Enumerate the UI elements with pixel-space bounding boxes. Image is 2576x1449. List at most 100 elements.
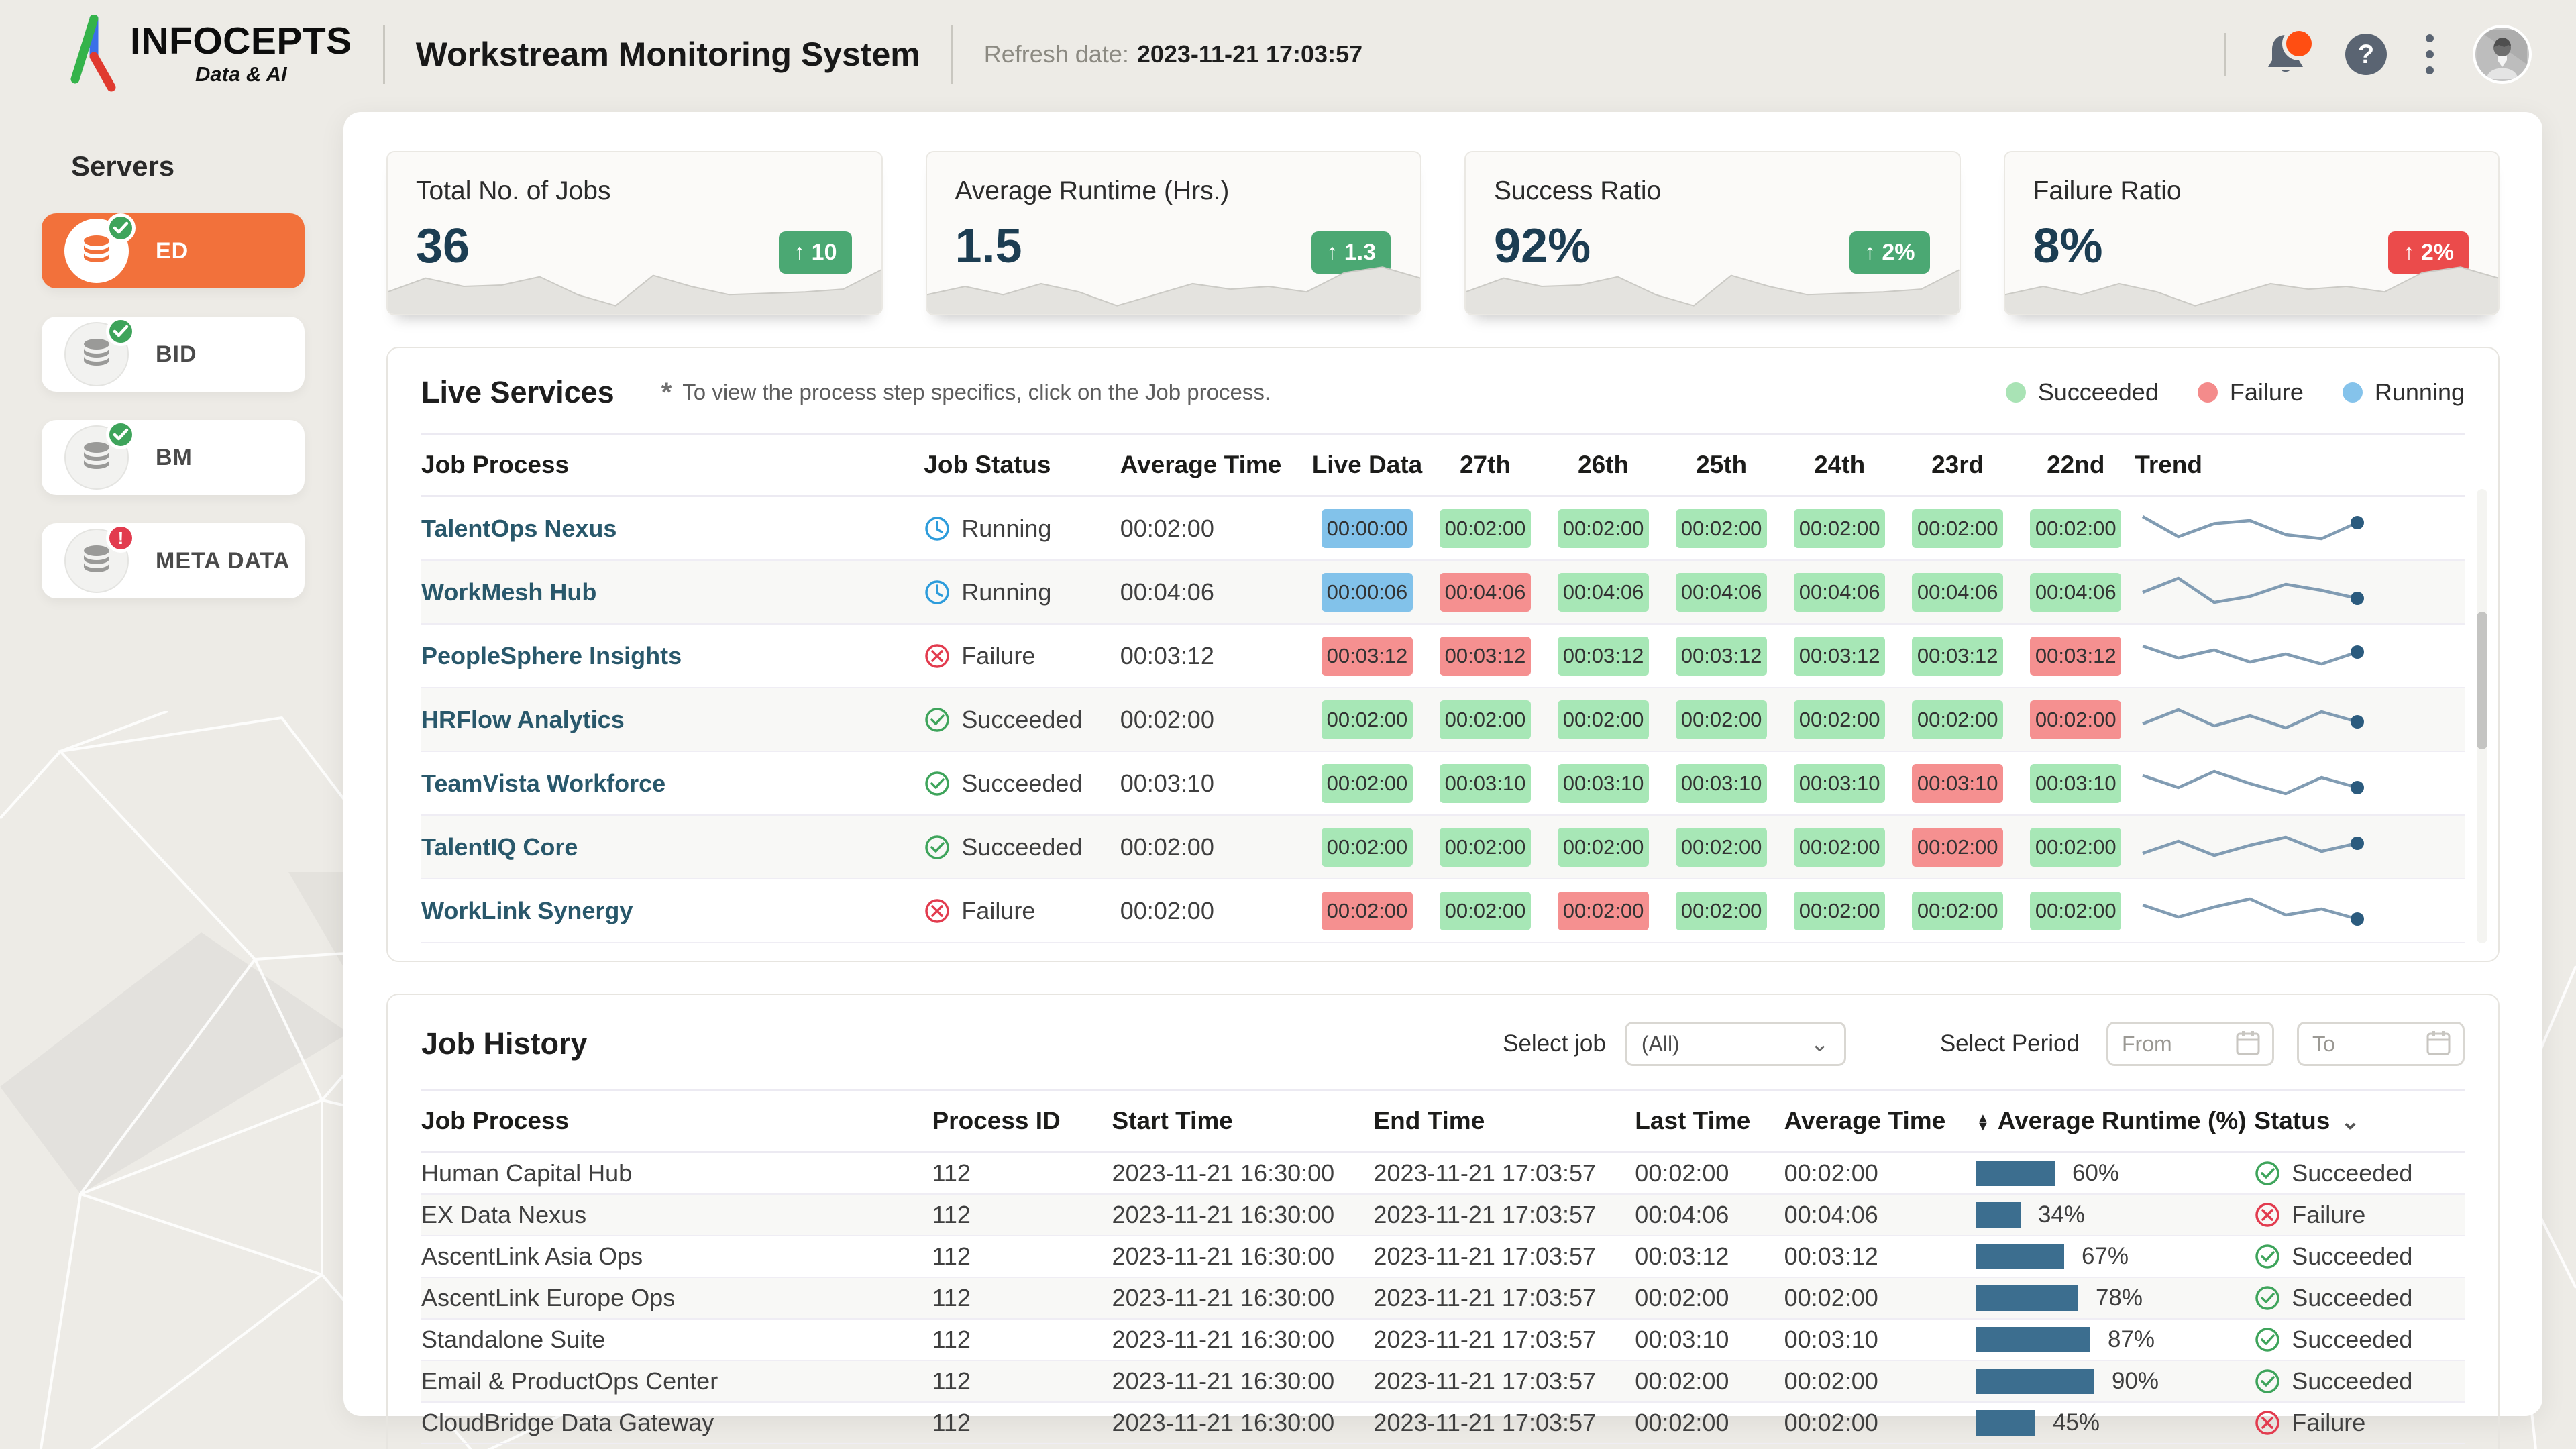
sidebar-item-ed[interactable]: ED — [42, 213, 305, 288]
sort-icon[interactable]: ▲ ▼ — [1976, 1111, 1990, 1134]
time-chip: 00:03:12 — [1676, 636, 1768, 676]
day-cell: 00:02:00 — [1662, 503, 1780, 554]
calendar-icon[interactable] — [2426, 1030, 2451, 1059]
infocepts-logo: INFOCEPTS Data & AI — [64, 15, 352, 94]
job-process-link[interactable]: TeamVista Workforce — [421, 769, 666, 797]
time-chip: 00:03:10 — [1558, 763, 1650, 803]
kebab-menu-icon[interactable] — [2426, 34, 2434, 74]
avatar[interactable] — [2473, 25, 2532, 84]
job-status-label: Running — [961, 578, 1052, 606]
job-process-link[interactable]: TalentOps Nexus — [421, 514, 617, 542]
header-actions: ? — [2217, 25, 2576, 84]
live-table-scrollbar[interactable] — [2477, 489, 2487, 943]
time-chip: 00:03:12 — [1558, 636, 1650, 676]
day-cell: 00:02:00 — [1308, 694, 1426, 745]
database-icon — [64, 317, 136, 386]
live-col-average-time: Average Time — [1120, 451, 1282, 478]
job-process-link[interactable]: WorkLink Synergy — [421, 896, 633, 924]
database-icon — [64, 213, 136, 283]
job-process-cell: Email & ProductOps Center — [421, 1367, 718, 1395]
sidebar-item-label: BM — [156, 444, 193, 470]
day-cell: 00:02:00 — [2017, 694, 2135, 745]
live-col-job-status: Job Status — [924, 451, 1051, 478]
hist-col-average-runtime[interactable]: ▲ ▼ Average Runtime (%) — [1976, 1091, 2254, 1151]
date-to-field[interactable] — [2297, 1022, 2465, 1066]
table-row-standalone-suite: Standalone Suite 112 2023-11-21 16:30:00 20… — [421, 1320, 2465, 1361]
average-time-cell: 00:04:06 — [1784, 1201, 1878, 1228]
job-process-link[interactable]: WorkMesh Hub — [421, 578, 597, 606]
job-history-header: Job History Select job (All) ⌄ Select Pe… — [421, 1022, 2465, 1066]
last-time-cell: 00:02:00 — [1635, 1159, 1729, 1187]
hist-col-end-time: End Time — [1373, 1107, 1485, 1134]
day-cell: 00:03:12 — [1426, 631, 1544, 682]
hist-col-label: Status — [2254, 1107, 2330, 1134]
day-cell: 00:03:10 — [1780, 758, 1898, 809]
table-row-ascentlink-europe-ops: AscentLink Europe Ops 112 2023-11-21 16:30… — [421, 1278, 2465, 1320]
select-job-value: (All) — [1641, 1031, 1680, 1056]
select-job-dropdown[interactable]: (All) ⌄ — [1624, 1022, 1846, 1066]
runtime-bar — [1976, 1285, 2078, 1311]
notifications-bell-icon[interactable] — [2265, 27, 2316, 76]
job-status-label: Succeeded — [961, 705, 1083, 733]
job-process-link[interactable]: TalentIQ Core — [421, 833, 578, 861]
time-chip: 00:02:00 — [1440, 508, 1531, 548]
kpi-title: Average Runtime (Hrs.) — [955, 176, 1230, 205]
time-chip: 00:02:00 — [1676, 700, 1768, 739]
last-time-cell: 00:03:12 — [1635, 1242, 1729, 1270]
status-cell: Succeeded — [2254, 1278, 2465, 1318]
date-from-input[interactable] — [2121, 1030, 2217, 1057]
job-status-cell: Failure — [924, 636, 1120, 676]
sidebar-item-label: BID — [156, 341, 197, 367]
last-time-cell: 00:02:00 — [1635, 1409, 1729, 1436]
calendar-icon[interactable] — [2236, 1030, 2260, 1059]
start-time-cell: 2023-11-21 16:30:00 — [1112, 1284, 1335, 1311]
legend-item-failure: Failure — [2197, 378, 2304, 407]
trend-sparkline — [2142, 835, 2365, 857]
succeeded-icon — [2254, 1243, 2281, 1270]
job-status-cell: Succeeded — [924, 700, 1120, 740]
date-from-field[interactable] — [2106, 1022, 2274, 1066]
day-cell: 00:03:12 — [1780, 631, 1898, 682]
average-runtime-cell: 67% — [1976, 1237, 2254, 1276]
average-time-cell: 00:02:00 — [1120, 514, 1214, 542]
trend-cell — [2135, 625, 2465, 687]
job-process-link[interactable]: PeopleSphere Insights — [421, 641, 682, 669]
hist-col-status[interactable]: Status ⌄ — [2254, 1091, 2465, 1151]
status-ok-badge — [106, 420, 136, 449]
sidebar-title: Servers — [71, 150, 175, 182]
end-time-cell: 2023-11-21 17:03:57 — [1373, 1409, 1597, 1436]
sidebar-item-meta-data[interactable]: ! META DATA — [42, 523, 305, 598]
end-time-cell: 2023-11-21 17:03:57 — [1373, 1284, 1597, 1311]
day-cell: 00:02:00 — [1662, 822, 1780, 873]
sidebar-item-bid[interactable]: BID — [42, 317, 305, 392]
day-cell: 00:03:10 — [1544, 758, 1662, 809]
time-chip: 00:02:00 — [1558, 891, 1650, 930]
running-dot-icon — [2342, 382, 2363, 402]
help-icon[interactable]: ? — [2345, 34, 2387, 75]
day-cell: 00:03:10 — [1426, 758, 1544, 809]
day-cell: 00:02:00 — [1544, 694, 1662, 745]
day-cell: 00:02:00 — [1426, 503, 1544, 554]
time-chip: 00:02:00 — [2030, 700, 2122, 739]
scrollbar-thumb[interactable] — [2477, 611, 2487, 749]
start-time-cell: 2023-11-21 16:30:00 — [1112, 1159, 1335, 1187]
succeeded-dot-icon — [2005, 382, 2026, 402]
date-to-input[interactable] — [2311, 1030, 2408, 1057]
kpi-title: Total No. of Jobs — [416, 176, 611, 205]
chevron-down-icon[interactable]: ⌄ — [2341, 1109, 2360, 1134]
sidebar-item-bm[interactable]: BM — [42, 420, 305, 495]
note-asterisk: * — [661, 377, 672, 407]
time-chip: 00:02:00 — [1676, 891, 1768, 930]
select-period-label: Select Period — [1939, 1030, 2080, 1057]
time-chip: 00:02:00 — [2030, 891, 2122, 930]
note-text: To view the process step specifics, clic… — [682, 380, 1271, 405]
kpi-value: 92% — [1494, 219, 1591, 273]
day-cell: 00:02:00 — [1544, 822, 1662, 873]
table-row-peoplesphere-insights: PeopleSphere Insights Failure 00:03:12 00:0… — [421, 625, 2465, 688]
failure-icon — [924, 643, 951, 669]
status-cell: Succeeded — [2254, 1236, 2465, 1277]
status-label: Succeeded — [2292, 1326, 2413, 1353]
job-process-link[interactable]: HRFlow Analytics — [421, 705, 625, 733]
job-process-cell: Standalone Suite — [421, 1326, 606, 1353]
